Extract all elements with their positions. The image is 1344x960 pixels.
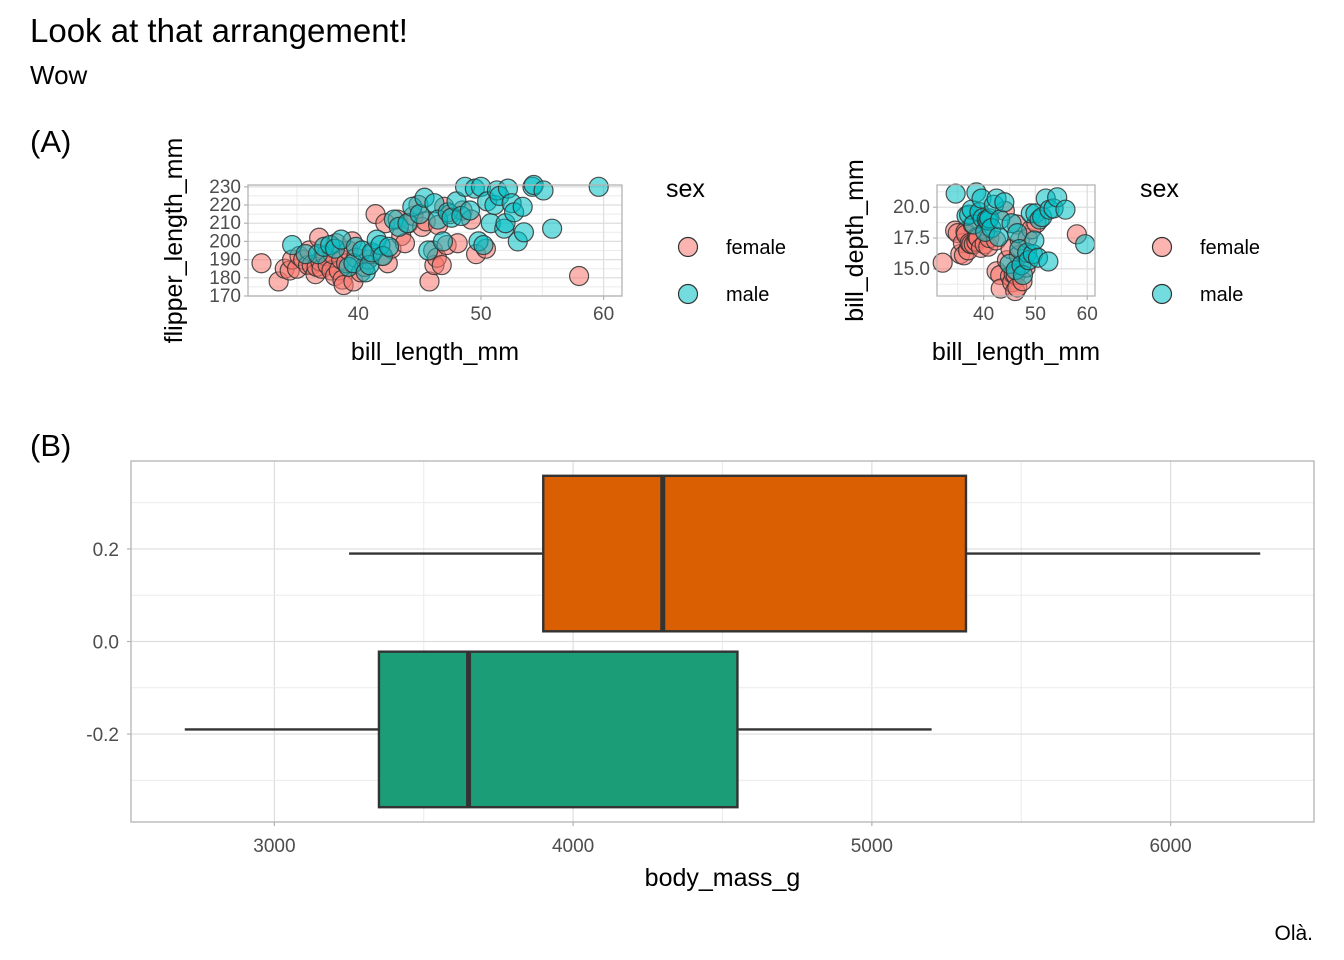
y-axis-title: flipper_length_mm: [160, 138, 188, 344]
series-male: [945, 182, 1096, 286]
data-point-male: [473, 234, 494, 256]
data-point-male: [513, 222, 535, 243]
x-tick-label: 60: [1077, 304, 1098, 325]
data-point-male: [994, 192, 1015, 213]
x-tick-label: 5000: [851, 836, 893, 857]
y-tick-label: 190: [209, 250, 241, 271]
legend-sex-1: sex female male: [666, 175, 786, 306]
iqr-box: [542, 474, 968, 633]
legend-title: sex: [1140, 175, 1179, 203]
boxplot-box: [184, 650, 932, 809]
boxplot-body-mass: 3000 4000 5000 6000 0.2 0.0 -0.2 body_mass_g: [86, 460, 1315, 892]
panel-tag-b: (B): [30, 428, 71, 463]
y-tick-label: 210: [209, 213, 241, 234]
data-point-male: [533, 180, 554, 201]
data-point-male: [1075, 234, 1096, 255]
y-tick-label: 15.0: [893, 259, 930, 280]
x-axis-title: bill_length_mm: [932, 338, 1100, 366]
x-tick-label: 60: [593, 304, 614, 325]
y-tick-label: 20.0: [893, 197, 930, 218]
legend-key-female: [1151, 236, 1173, 258]
data-point-male: [945, 183, 966, 204]
data-point-female: [431, 254, 452, 276]
figure-subtitle: Wow: [30, 60, 88, 90]
data-point-male: [432, 231, 454, 252]
legend-title: sex: [666, 175, 705, 203]
y-tick-label: 17.5: [893, 228, 930, 249]
data-point-male: [588, 176, 609, 197]
data-point-male: [459, 200, 481, 221]
boxplot-box: [349, 474, 1261, 633]
iqr-box: [377, 650, 739, 809]
y-tick-label: 220: [209, 195, 241, 216]
legend-label-female: female: [726, 237, 786, 259]
panel-border: [130, 460, 1315, 823]
y-tick-label: 0.2: [93, 540, 119, 561]
legend-label-male: male: [1200, 284, 1243, 306]
legend-sex-2: sex female male: [1140, 175, 1260, 306]
figure-title: Look at that arrangement!: [30, 12, 408, 49]
x-axis-title: bill_length_mm: [351, 338, 519, 366]
data-point-male: [1038, 251, 1059, 272]
legend-label-female: female: [1200, 237, 1260, 259]
data-point-female: [932, 252, 953, 273]
data-point-female: [251, 253, 272, 274]
caption: Olà.: [1274, 922, 1313, 945]
x-tick-label: 50: [1025, 304, 1046, 325]
y-tick-label: 170: [209, 286, 241, 307]
panel-border: [247, 184, 623, 297]
y-tick-label: 200: [209, 231, 241, 252]
y-tick-label: -0.2: [86, 725, 119, 746]
data-point-female: [568, 265, 590, 287]
legend-label-male: male: [726, 284, 769, 306]
x-tick-label: 6000: [1149, 836, 1191, 857]
panel-border: [936, 184, 1096, 297]
y-tick-label: 0.0: [93, 633, 119, 654]
data-point-male: [1055, 199, 1076, 220]
legend-key-male: [677, 283, 699, 305]
data-point-male: [512, 196, 533, 217]
data-point-male: [1024, 230, 1045, 251]
y-tick-label: 180: [209, 268, 241, 289]
x-tick-label: 50: [470, 304, 491, 325]
panel-tag-a: (A): [30, 124, 71, 159]
x-axis-title: body_mass_g: [645, 864, 801, 892]
x-tick-label: 3000: [253, 836, 295, 857]
y-axis-title: bill_depth_mm: [841, 159, 869, 322]
data-point-male: [418, 240, 439, 261]
x-tick-label: 4000: [552, 836, 594, 857]
legend-key-female: [677, 236, 699, 258]
series-male: [282, 174, 609, 283]
x-tick-label: 40: [348, 304, 369, 325]
data-point-male: [542, 218, 563, 239]
scatter-depth-vs-bill-length: 40 50 60 15.0 17.5 20.0 bill_length_mm bill_dep…: [841, 159, 1100, 366]
legend-key-male: [1151, 283, 1173, 305]
y-tick-label: 230: [209, 177, 241, 198]
x-tick-label: 40: [973, 304, 994, 325]
data-point-male: [378, 236, 400, 257]
